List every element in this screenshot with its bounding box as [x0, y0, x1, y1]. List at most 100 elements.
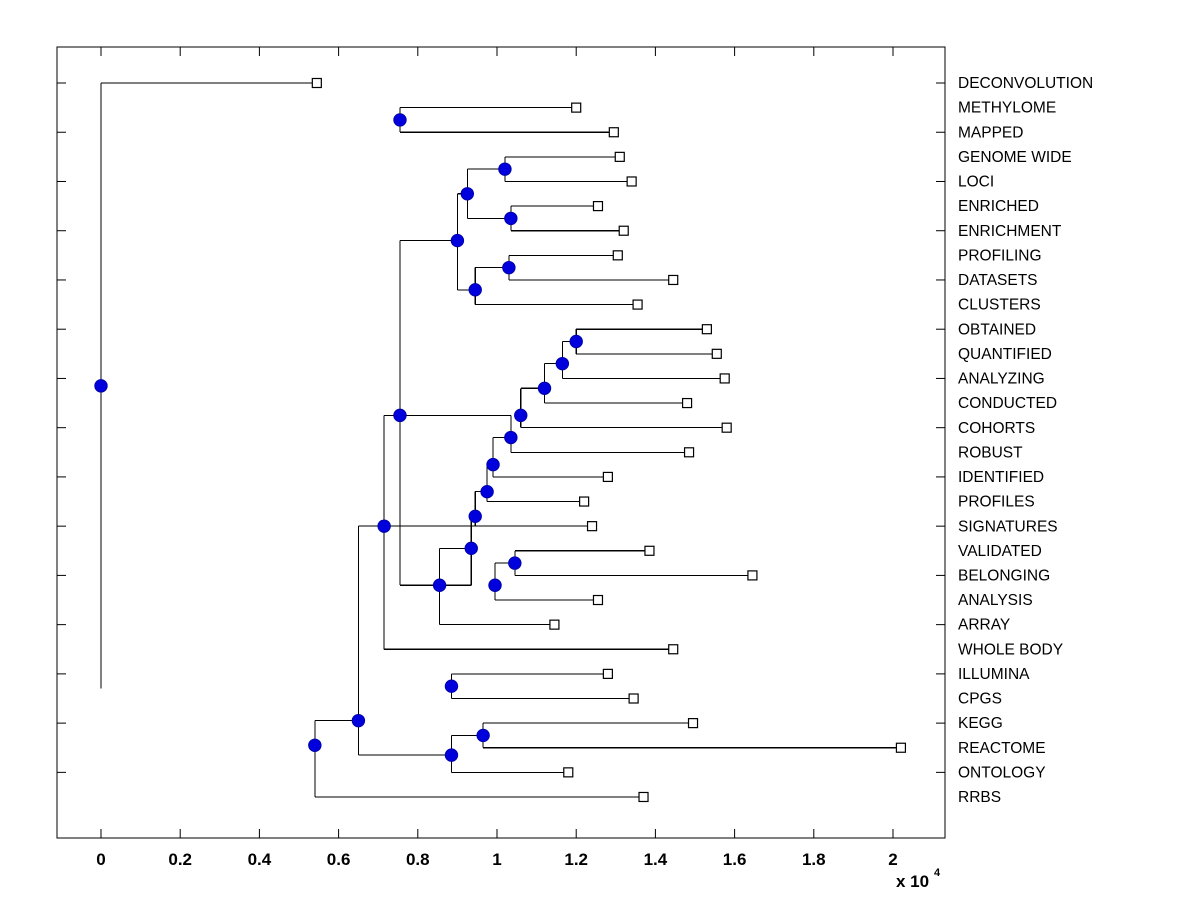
- leaf-label-analysis: ANALYSIS: [958, 592, 1033, 609]
- leaf-label-genome-wide: GENOME WIDE: [958, 149, 1072, 166]
- cluster-node-n_cat5: [486, 457, 500, 472]
- cluster-node-root: [94, 379, 108, 393]
- dendrogram-links: [100, 82, 901, 798]
- x-tick-label-0: 0: [96, 850, 105, 869]
- leaf-label-belonging: BELONGING: [958, 567, 1050, 584]
- leaf-label-profiles: PROFILES: [958, 494, 1035, 511]
- cluster-node-n_mid_array: [432, 578, 447, 592]
- x-tick-label-0.2: 0.2: [168, 850, 192, 869]
- leaf-marker: [608, 127, 619, 138]
- cluster-node-n_rrbs: [308, 738, 322, 752]
- leaf-label-cohorts: COHORTS: [958, 420, 1035, 437]
- cluster-node-n_methylome_mapped: [393, 113, 407, 127]
- cluster-node-n_top_a: [460, 187, 474, 201]
- leaf-label-signatures: SIGNATURES: [958, 518, 1058, 535]
- x-axis-multiplier-text: x 10: [896, 872, 929, 891]
- cluster-node-n_top_b: [468, 283, 482, 297]
- leaf-marker: [614, 151, 625, 162]
- cluster-node-n_cat2: [537, 381, 552, 395]
- leaf-marker: [618, 225, 629, 236]
- leaf-marker: [602, 668, 613, 679]
- leaf-marker: [602, 471, 613, 483]
- leaf-marker: [579, 496, 590, 507]
- leaf-marker: [668, 274, 679, 286]
- leaf-label-cpgs: CPGS: [958, 691, 1002, 708]
- leaf-label-obtained: OBTAINED: [958, 321, 1036, 338]
- leaf-label-methylome: METHYLOME: [958, 100, 1056, 117]
- x-tick-label-1.6: 1.6: [723, 850, 747, 869]
- leaf-marker: [549, 619, 560, 630]
- leaf-marker: [701, 324, 712, 335]
- cluster-node-n_cat4: [504, 430, 518, 445]
- cluster-node-n_validated_belonging: [508, 556, 522, 570]
- x-tick-label-0.6: 0.6: [327, 850, 351, 869]
- leaf-label-validated: VALIDATED: [958, 543, 1042, 560]
- x-axis-multiplier: x 10 4: [896, 867, 941, 891]
- dendrogram-node-markers: [94, 113, 583, 762]
- cluster-node-n_enriched_enrichment: [504, 211, 518, 226]
- leaf-label-robust: ROBUST: [958, 444, 1023, 461]
- leaf-marker: [571, 102, 582, 113]
- leaf-label-ontology: ONTOLOGY: [958, 764, 1046, 781]
- leaf-marker: [612, 250, 623, 261]
- x-tick-label-0.4: 0.4: [248, 850, 272, 869]
- leaf-label-profiling: PROFILING: [958, 247, 1042, 264]
- leaf-label-identified: IDENTIFIED: [958, 469, 1044, 486]
- cluster-node-n_upper_merge: [393, 408, 407, 423]
- x-tick-label-1.8: 1.8: [802, 850, 826, 869]
- leaf-marker: [721, 422, 732, 433]
- cluster-node-n_genome_loci: [498, 162, 512, 176]
- leaf-marker: [644, 545, 655, 556]
- leaf-label-loci: LOCI: [958, 174, 994, 191]
- leaf-marker: [592, 594, 604, 606]
- cluster-node-n_kegg_reactome: [476, 728, 490, 743]
- leaf-marker: [311, 77, 322, 89]
- leaf-marker: [628, 693, 639, 704]
- leaf-marker: [687, 718, 699, 729]
- dendrogram-leaf-markers: [311, 77, 907, 803]
- leaf-label-datasets: DATASETS: [958, 272, 1038, 289]
- cluster-node-n_illumina_cpgs: [444, 679, 459, 693]
- cluster-node-n_obtained_quantified: [569, 334, 583, 349]
- leaf-label-deconvolution: DECONVOLUTION: [958, 75, 1093, 92]
- leaf-label-kegg: KEGG: [958, 715, 1003, 732]
- leaf-marker: [668, 644, 679, 655]
- x-axis-multiplier-exponent: 4: [934, 867, 941, 879]
- leaf-marker: [586, 521, 598, 532]
- leaf-marker: [638, 791, 649, 803]
- x-tick-label-0.8: 0.8: [406, 850, 430, 869]
- leaf-marker: [592, 201, 604, 212]
- leaf-label-analyzing: ANALYZING: [958, 371, 1045, 388]
- leaf-marker: [563, 767, 574, 778]
- leaf-label-whole-body: WHOLE BODY: [958, 641, 1063, 658]
- leaf-label-mapped: MAPPED: [958, 124, 1023, 141]
- leaf-marker: [895, 742, 907, 753]
- cluster-node-n_wholebody: [377, 519, 391, 533]
- x-axis-ticks: 0 0.2 0.4 0.6 0.8 1 1.2 1.4 1.6 1.8 2: [96, 47, 898, 869]
- leaf-label-array: ARRAY: [958, 617, 1010, 634]
- cluster-node-n_cat8: [488, 578, 502, 592]
- leaf-label-clusters: CLUSTERS: [958, 297, 1041, 314]
- leaf-marker: [681, 397, 693, 409]
- x-tick-label-1.4: 1.4: [644, 850, 668, 869]
- cluster-node-n_top_c: [450, 233, 465, 248]
- dendrogram-leaf-labels: DECONVOLUTION METHYLOME MAPPED GENOME WIDE L…: [958, 75, 1093, 806]
- cluster-node-n_ontology: [444, 748, 459, 762]
- leaf-marker: [683, 447, 695, 458]
- leaf-label-illumina: ILLUMINA: [958, 666, 1030, 683]
- leaf-label-quantified: QUANTIFIED: [958, 346, 1052, 363]
- leaf-label-rrbs: RRBS: [958, 789, 1001, 806]
- leaf-marker: [747, 570, 758, 581]
- leaf-label-enrichment: ENRICHMENT: [958, 223, 1062, 240]
- leaf-label-conducted: CONDUCTED: [958, 395, 1057, 412]
- cluster-node-n_cat6: [480, 484, 494, 499]
- leaf-label-reactome: REACTOME: [958, 740, 1046, 757]
- x-tick-label-2: 2: [888, 850, 897, 869]
- leaf-marker: [719, 373, 730, 384]
- x-tick-label-1.2: 1.2: [564, 850, 588, 869]
- cluster-node-n_mid_merge: [464, 541, 478, 556]
- cluster-node-n_lower_merge: [351, 713, 366, 728]
- leaf-label-enriched: ENRICHED: [958, 198, 1039, 215]
